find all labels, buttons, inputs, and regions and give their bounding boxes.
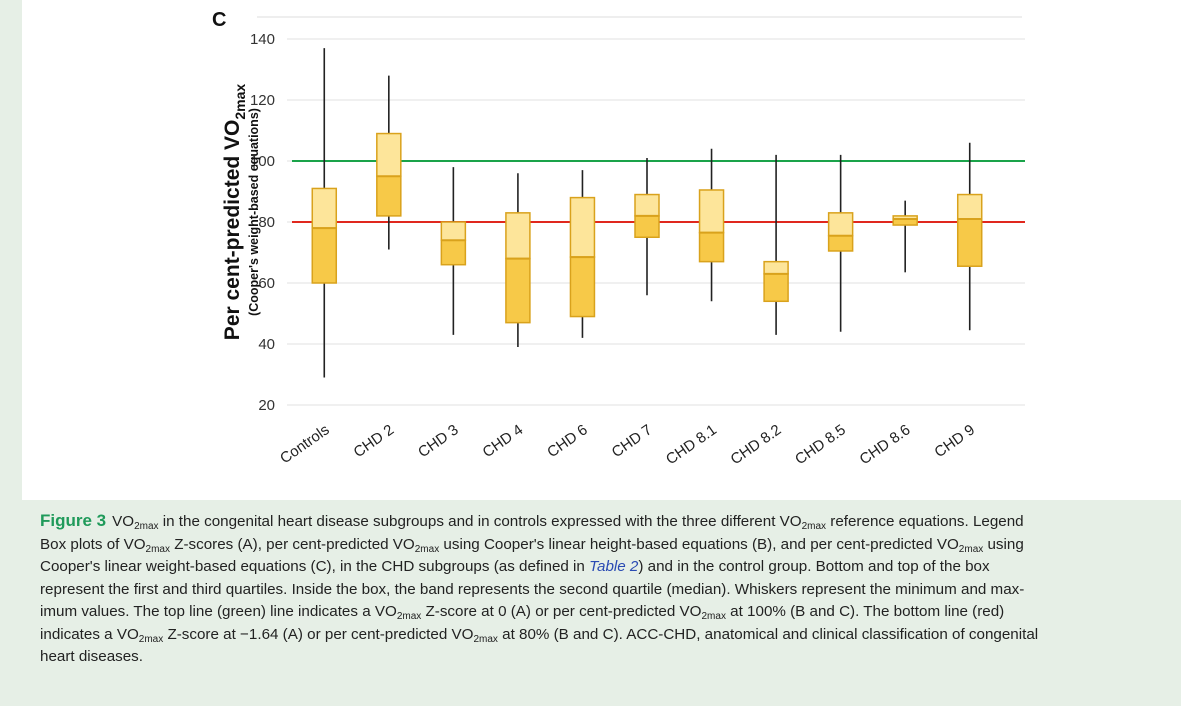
table-2-link[interactable]: Table 2 — [589, 558, 639, 575]
x-tick-label: CHD 2 — [350, 421, 397, 461]
box-plot-chart: 20 40 60 80 100 120 140 Controls CHD 2 CHD 3 CHD 4… — [212, 9, 1025, 468]
caption-line-2: Box plots of VO2max Z-scores (A), per ce… — [40, 534, 1181, 557]
box-lower-quartile — [956, 218, 983, 267]
caption-text: using Cooper's linear height-based equat… — [439, 535, 959, 553]
caption-line-6: indicates a VO2max Z-score at −1.64 (A) … — [40, 624, 1181, 647]
caption-text: ) and in the control group. Bottom and t… — [638, 558, 990, 575]
box-upper-quartile — [440, 221, 467, 242]
caption-subscript: 2max — [473, 633, 498, 645]
caption-text: at 80% (B and C). ACC-CHD, anatomical an… — [497, 625, 1039, 643]
caption-line-1: Figure 3 VO2max in the congenital heart d… — [40, 510, 1181, 534]
caption-subscript: 2max — [396, 611, 422, 622]
caption-text: Box plots of VO — [40, 535, 146, 553]
caption-subscript: 2max — [701, 611, 726, 622]
x-tick-label: CHD 8.1 — [663, 421, 720, 468]
y-tick-label: 20 — [258, 397, 275, 414]
y-tick-label: 140 — [250, 31, 275, 48]
x-tick-label: CHD 8.2 — [728, 421, 785, 468]
chart-panel: 20 40 60 80 100 120 140 Controls CHD 2 CHD 3 CHD 4… — [22, 0, 1181, 500]
y-tick-label: 80 — [258, 214, 275, 231]
caption-text: in the congenital heart disease subgroup… — [158, 513, 802, 530]
box-lower-quartile — [440, 239, 467, 266]
box-upper-quartile — [827, 212, 854, 237]
box-upper-quartile — [763, 260, 789, 275]
x-tick-label: CHD 6 — [544, 421, 591, 461]
caption-text: Z-scores (A), per cent-predicted VO — [169, 535, 415, 553]
y-tick-label: 100 — [250, 153, 275, 170]
x-tick-label: CHD 8.5 — [792, 421, 849, 468]
y-tick-label: 60 — [258, 275, 275, 292]
caption-text: VO — [112, 513, 135, 530]
caption-text: indicates a VO — [40, 625, 139, 643]
box-upper-quartile — [634, 193, 660, 217]
x-tick-label: CHD 7 — [609, 421, 656, 461]
caption-subscript: 2max — [801, 521, 827, 532]
y-axis-subtitle: (Cooper's weight-based equations) — [247, 108, 261, 316]
box-lower-quartile — [634, 215, 660, 238]
caption-text: imum values. The top line (green) line i… — [40, 603, 397, 620]
box-upper-quartile — [956, 193, 983, 220]
y-tick-label: 40 — [258, 336, 275, 353]
caption-text: reference equations. Legend — [826, 513, 1024, 530]
x-tick-label: CHD 3 — [415, 421, 462, 461]
box-upper-quartile — [376, 132, 402, 178]
y-axis-title: Per cent-predicted VO2max — [221, 84, 248, 341]
caption-subscript: 2max — [414, 543, 440, 555]
box-lower-quartile — [376, 175, 402, 217]
caption-line-4: represent the first and third quartiles.… — [40, 580, 1025, 598]
caption-text: Cooper's linear weight-based equations (… — [40, 558, 590, 575]
y-tick-label: 120 — [250, 92, 275, 109]
caption-line-7: heart diseases. — [40, 648, 143, 665]
box-lower-quartile — [311, 227, 338, 284]
box-lower-quartile — [569, 256, 596, 318]
caption-subscript: 2max — [145, 543, 170, 555]
box-lower-quartile — [505, 257, 531, 324]
caption-subscript: 2max — [138, 633, 164, 645]
box-lower-quartile — [827, 234, 854, 252]
box-lower-quartile — [763, 273, 789, 303]
caption-subscript: 2max — [958, 543, 984, 555]
caption-line-5: imum values. The top line (green) line i… — [40, 601, 1181, 624]
box-upper-quartile — [505, 212, 531, 260]
caption-subscript: 2max — [134, 521, 159, 532]
box-lower-quartile — [698, 231, 725, 263]
caption-line-3: Cooper's linear weight-based equations (… — [40, 556, 1181, 579]
x-tick-label: CHD 4 — [480, 421, 527, 461]
caption-text: Z-score at −1.64 (A) or per cent-predict… — [163, 625, 474, 643]
figure-label: Figure 3 — [40, 511, 107, 530]
panel-label: C — [212, 9, 226, 31]
box-upper-quartile — [569, 196, 596, 258]
x-tick-label: Controls — [277, 421, 333, 467]
x-tick-label: CHD 8.6 — [857, 421, 914, 468]
caption-text: at 100% (B and C). The bottom line (red) — [725, 603, 1005, 620]
caption-text: using — [983, 535, 1024, 553]
caption-text: Z-score at 0 (A) or per cent-predicted V… — [421, 603, 702, 620]
x-tick-label: CHD 9 — [931, 421, 978, 461]
box-upper-quartile — [311, 187, 338, 229]
box-upper-quartile — [698, 189, 725, 234]
figure-caption: Figure 3 VO2max in the congenital heart d… — [40, 510, 1181, 669]
